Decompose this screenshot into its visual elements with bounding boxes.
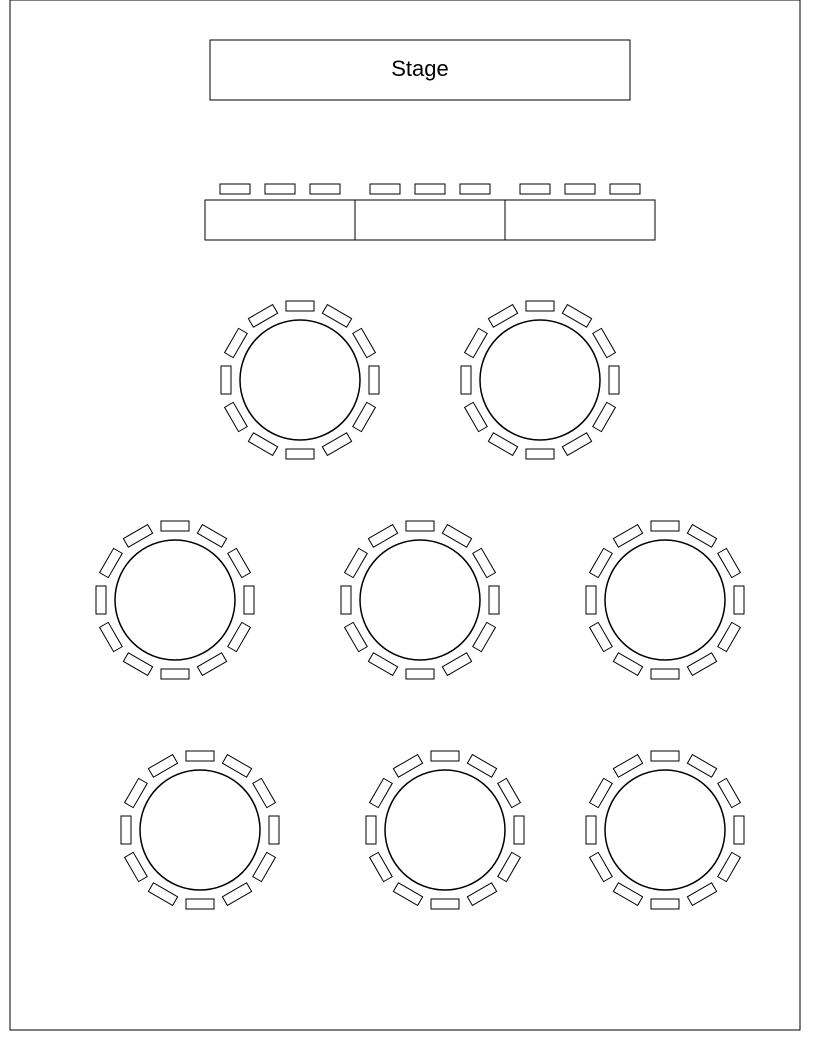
round-table-chair xyxy=(186,751,214,761)
head-table-chair xyxy=(415,184,445,194)
round-table xyxy=(385,770,505,890)
round-table-chair xyxy=(406,669,434,679)
round-table-chair xyxy=(186,899,214,909)
round-table xyxy=(480,320,600,440)
round-table-chair xyxy=(121,816,131,844)
head-table-chair xyxy=(265,184,295,194)
round-table-chair xyxy=(734,586,744,614)
round-table-chair xyxy=(651,669,679,679)
round-table-chair xyxy=(161,521,189,531)
head-table xyxy=(205,200,355,240)
round-table xyxy=(140,770,260,890)
round-table-chair xyxy=(244,586,254,614)
round-table-chair xyxy=(269,816,279,844)
round-table-chair xyxy=(651,899,679,909)
round-table-chair xyxy=(286,449,314,459)
round-table-chair xyxy=(369,366,379,394)
stage-label: Stage xyxy=(391,56,449,81)
round-table-chair xyxy=(489,586,499,614)
head-table xyxy=(505,200,655,240)
round-table-chair xyxy=(586,816,596,844)
head-table xyxy=(355,200,505,240)
round-table-chair xyxy=(366,816,376,844)
round-table xyxy=(605,770,725,890)
round-table-chair xyxy=(651,751,679,761)
round-table-chair xyxy=(431,751,459,761)
round-table-chair xyxy=(734,816,744,844)
round-table xyxy=(240,320,360,440)
round-table-chair xyxy=(221,366,231,394)
round-table-chair xyxy=(526,449,554,459)
round-table-chair xyxy=(406,521,434,531)
round-table xyxy=(115,540,235,660)
round-table-chair xyxy=(286,301,314,311)
round-table-chair xyxy=(609,366,619,394)
head-table-chair xyxy=(220,184,250,194)
round-table-chair xyxy=(96,586,106,614)
round-table-chair xyxy=(651,521,679,531)
head-table-chair xyxy=(460,184,490,194)
round-table xyxy=(360,540,480,660)
round-table-chair xyxy=(461,366,471,394)
round-table-chair xyxy=(341,586,351,614)
round-table xyxy=(605,540,725,660)
head-table-chair xyxy=(370,184,400,194)
round-table-chair xyxy=(526,301,554,311)
head-table-chair xyxy=(310,184,340,194)
round-table-chair xyxy=(431,899,459,909)
head-table-chair xyxy=(565,184,595,194)
round-table-chair xyxy=(586,586,596,614)
round-table-chair xyxy=(514,816,524,844)
round-table-chair xyxy=(161,669,189,679)
head-table-chair xyxy=(610,184,640,194)
head-table-chair xyxy=(520,184,550,194)
